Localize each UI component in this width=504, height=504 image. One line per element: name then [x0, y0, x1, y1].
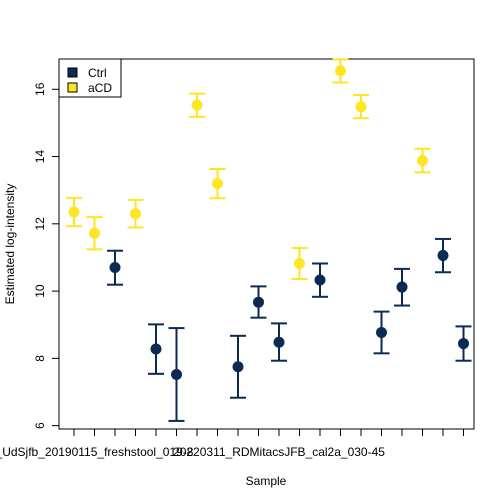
data-point-ctrl: [437, 249, 449, 261]
x-axis: _UdSjfb_20190115_freshstool_019-82022031…: [0, 428, 464, 459]
y-axis: 6 8 10 12 14 16: [33, 82, 60, 429]
y-tick-label: 12: [33, 217, 47, 231]
data-points: [68, 65, 469, 381]
legend-swatch-acd: [67, 82, 78, 93]
y-axis-label: Estimated log-intensity: [3, 184, 17, 305]
legend-label-acd: aCD: [88, 81, 112, 95]
data-point-ctrl: [171, 369, 182, 381]
data-point-acd: [89, 227, 100, 239]
data-point-ctrl: [253, 296, 264, 308]
y-tick-label: 10: [33, 284, 47, 298]
data-point-acd: [212, 177, 223, 189]
legend: Ctrl aCD: [58, 58, 122, 98]
y-tick-label: 16: [33, 82, 47, 96]
legend-label-ctrl: Ctrl: [88, 66, 107, 80]
data-point-ctrl: [150, 343, 162, 355]
data-point-acd: [68, 206, 80, 218]
legend-swatch-ctrl: [67, 67, 78, 78]
data-point-acd: [335, 65, 346, 77]
data-point-ctrl: [458, 338, 469, 350]
x-tick-label: _UdSjfb_20190115_freshstool_019-8: [0, 445, 194, 459]
data-point-acd: [130, 208, 141, 220]
data-point-acd: [355, 101, 367, 113]
error-bars: [66, 58, 472, 422]
data-point-ctrl: [232, 361, 244, 373]
y-tick-label: 14: [33, 150, 47, 164]
data-point-ctrl: [273, 336, 285, 348]
data-point-acd: [191, 99, 203, 111]
data-point-ctrl: [376, 326, 387, 338]
y-tick-label: 6: [33, 422, 47, 429]
data-point-ctrl: [396, 281, 408, 293]
data-point-ctrl: [109, 262, 121, 274]
plot-frame: [58, 58, 475, 430]
x-tick-label: 20220311_RDMitacsJFB_cal2a_030-45: [173, 445, 385, 459]
data-point-ctrl: [314, 274, 326, 286]
data-point-acd: [294, 258, 305, 270]
data-point-acd: [417, 155, 428, 167]
x-axis-label: Sample: [246, 474, 287, 488]
y-tick-label: 8: [33, 355, 47, 362]
